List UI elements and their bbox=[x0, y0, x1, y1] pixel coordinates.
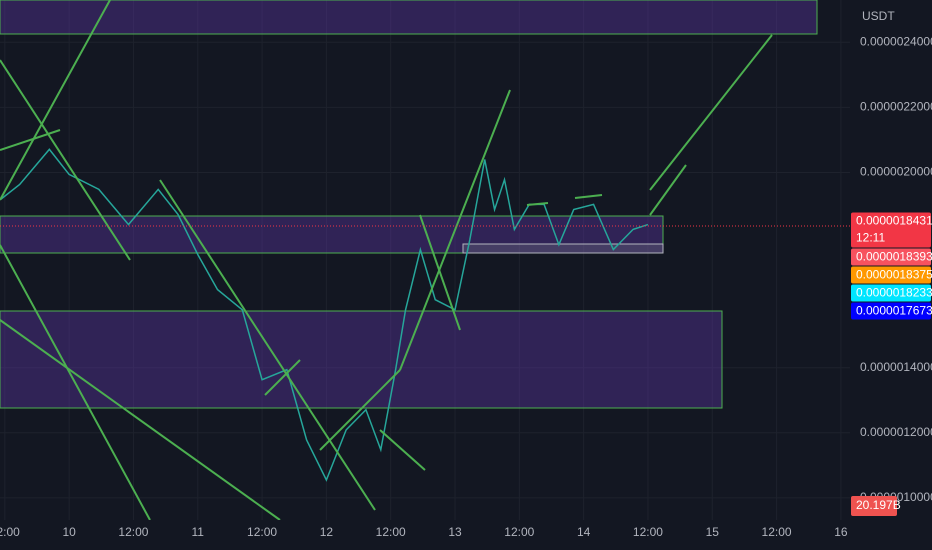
price-tag bbox=[851, 302, 931, 320]
price-tag-countdown: 12:11 bbox=[856, 231, 885, 245]
trendline bbox=[319, 369, 401, 451]
zone bbox=[0, 0, 818, 35]
zones bbox=[0, 0, 818, 409]
axes: 0.00000240000 0.00000220000 0.00000200000 0… bbox=[0, 34, 932, 539]
trendline bbox=[0, 0, 111, 201]
price-tag-label: 0.00000182337 bbox=[856, 286, 932, 300]
x-tick-label: 16 bbox=[834, 525, 848, 539]
trendline bbox=[526, 202, 549, 206]
trendline bbox=[0, 244, 151, 521]
volume-tag-label: 20.197B bbox=[856, 498, 901, 512]
zone bbox=[0, 215, 664, 254]
price-line-series bbox=[0, 148, 649, 482]
trendline bbox=[574, 194, 603, 199]
trendline bbox=[649, 164, 687, 216]
trendline bbox=[649, 34, 773, 191]
time-axis bbox=[0, 520, 850, 550]
x-tick-label: 13 bbox=[448, 525, 462, 539]
x-tick-label: 12:00 bbox=[762, 525, 792, 539]
plot bbox=[0, 148, 649, 482]
trendline bbox=[159, 179, 376, 511]
price-tag bbox=[851, 284, 931, 302]
x-tick-label: 12:00 bbox=[0, 525, 20, 539]
price-tag-label: 0.00000184315 bbox=[856, 214, 932, 228]
x-tick-label: 15 bbox=[706, 525, 720, 539]
x-tick-label: 12:00 bbox=[633, 525, 663, 539]
price-tag-label: 0.00000183755 bbox=[856, 268, 932, 282]
zone bbox=[462, 243, 664, 254]
zone bbox=[0, 310, 723, 409]
y-tick-label: 0.00000200000 bbox=[860, 165, 932, 179]
price-tag bbox=[851, 212, 931, 248]
trendline bbox=[379, 429, 426, 471]
y-tick-label: 0.00000220000 bbox=[860, 100, 932, 114]
x-tick-label: 12:00 bbox=[247, 525, 277, 539]
trendline bbox=[0, 319, 281, 521]
x-tick-label: 12:00 bbox=[118, 525, 148, 539]
trendline bbox=[0, 129, 61, 151]
volume-tag bbox=[851, 496, 897, 516]
price-tag bbox=[851, 248, 931, 266]
currency-label: USDT bbox=[862, 9, 895, 23]
price-tag-label: 0.00000183933 bbox=[856, 250, 932, 264]
grid bbox=[0, 0, 850, 520]
x-tick-label: 11 bbox=[192, 525, 205, 539]
y-tick-label: 0.00000240000 bbox=[860, 34, 932, 48]
trendline bbox=[419, 214, 461, 331]
trendline bbox=[399, 89, 511, 371]
trendline bbox=[264, 359, 301, 396]
x-tick-label: 12:00 bbox=[504, 525, 534, 539]
x-tick-label: 12 bbox=[320, 525, 334, 539]
trendline bbox=[0, 59, 131, 261]
y-tick-label: 0.00000120000 bbox=[860, 425, 932, 439]
x-tick-label: 14 bbox=[577, 525, 591, 539]
price-tag bbox=[851, 266, 931, 284]
y-tick-label: 0.00000140000 bbox=[860, 360, 932, 374]
x-tick-label: 10 bbox=[62, 525, 76, 539]
x-tick-label: 12:00 bbox=[376, 525, 406, 539]
price-tag-label: 0.00000176737 bbox=[856, 304, 932, 318]
trendlines bbox=[0, 0, 773, 521]
